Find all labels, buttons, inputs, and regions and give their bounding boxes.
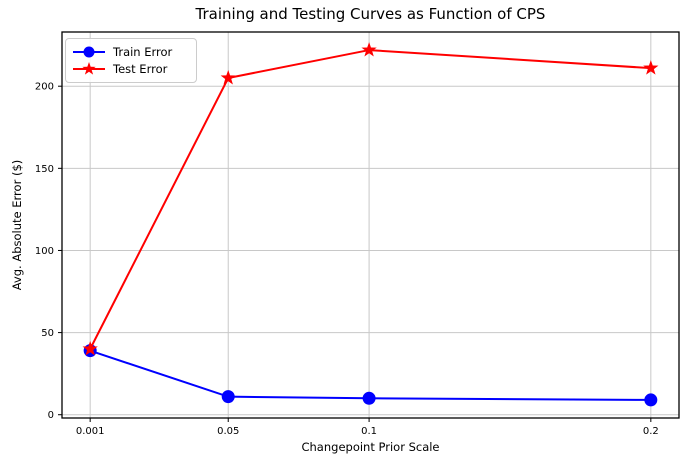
legend-label-test-error: Test Error — [113, 62, 168, 77]
test-line-star-marker-icon — [73, 62, 105, 75]
y-tick-label: 0 — [48, 410, 54, 421]
series-line — [89, 49, 651, 350]
data-point-marker — [643, 60, 659, 75]
star-glyph — [82, 62, 96, 75]
y-tick-label: 150 — [35, 164, 54, 175]
legend-item-test-error: Test Error — [72, 62, 188, 76]
x-tick-label: 0.2 — [643, 426, 659, 437]
series-train-error — [83, 344, 658, 407]
legend: Train Error Test Error — [65, 38, 197, 83]
data-point-marker — [361, 42, 377, 57]
x-tick-label: 0.05 — [217, 426, 239, 437]
gridlines — [62, 32, 679, 418]
legend-item-train-error: Train Error — [72, 45, 188, 59]
series-line — [89, 349, 651, 401]
axes-frame — [61, 31, 680, 419]
y-tick-label: 200 — [35, 82, 54, 93]
series-test-error — [82, 42, 659, 356]
x-axis-label: Changepoint Prior Scale — [301, 440, 440, 454]
x-tick-label: 0.1 — [361, 426, 377, 437]
train-line-circle-marker-icon — [73, 46, 105, 58]
x-tick-label: 0.001 — [76, 426, 105, 437]
data-point-marker — [220, 69, 236, 85]
tick-labels: 0.001 0.05 0.1 0.2 0 50 100 150 200 — [35, 82, 659, 437]
chart-title: Training and Testing Curves as Function … — [195, 5, 546, 23]
data-point-marker — [82, 341, 98, 356]
tick-marks — [58, 85, 652, 422]
data-point-marker — [644, 393, 658, 407]
legend-label-train-error: Train Error — [113, 44, 173, 59]
data-point-marker — [362, 391, 376, 405]
y-tick-label: 50 — [41, 328, 54, 339]
y-tick-label: 100 — [35, 246, 54, 257]
y-axis-label: Avg. Absolute Error ($) — [10, 159, 24, 291]
data-point-marker — [221, 390, 235, 404]
